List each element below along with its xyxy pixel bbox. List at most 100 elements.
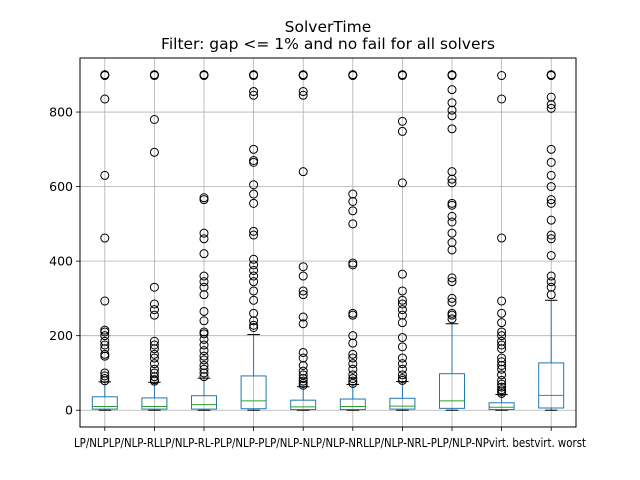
- outlier-point: [447, 238, 457, 247]
- y-tick-label: 800: [49, 105, 73, 120]
- outlier-point: [447, 70, 457, 80]
- outlier-point: [447, 228, 457, 238]
- y-tick-label: 600: [49, 179, 73, 194]
- plot-frame: [79, 57, 577, 428]
- outlier-point: [497, 296, 507, 306]
- outlier-point: [348, 376, 358, 386]
- outlier-point: [447, 308, 457, 318]
- outlier-point: [397, 370, 407, 380]
- outlier-point: [249, 322, 259, 332]
- outlier-point: [397, 178, 407, 188]
- outlier-point: [298, 319, 308, 329]
- outlier-point: [199, 368, 209, 378]
- outlier-point: [149, 368, 159, 378]
- outlier-point: [149, 147, 159, 157]
- outlier-point: [249, 180, 259, 190]
- outlier-point: [298, 353, 308, 363]
- box: [91, 396, 118, 410]
- outlier-point: [447, 198, 457, 208]
- box: [488, 402, 515, 410]
- outlier-point: [149, 115, 159, 124]
- outlier-point: [397, 126, 407, 136]
- outlier-point: [447, 293, 457, 303]
- box: [191, 395, 217, 410]
- outlier-point: [546, 290, 556, 300]
- outlier-point: [298, 262, 308, 272]
- outlier-point: [149, 340, 159, 350]
- outlier-point: [447, 277, 457, 287]
- outlier-point: [100, 70, 110, 80]
- outlier-point: [100, 374, 110, 384]
- outlier-point: [199, 282, 209, 292]
- outlier-point: [497, 357, 507, 367]
- outlier-point: [497, 336, 507, 346]
- outlier-point: [249, 198, 259, 208]
- outlier-point: [100, 340, 110, 350]
- outlier-point: [249, 156, 259, 165]
- outlier-point: [298, 286, 308, 296]
- outlier-point: [298, 366, 308, 376]
- outlier-point: [100, 170, 110, 180]
- outlier-point: [249, 90, 259, 100]
- outlier-point: [149, 359, 159, 369]
- outlier-point: [100, 349, 110, 359]
- outlier-point: [298, 361, 308, 370]
- plot-layer: [91, 70, 565, 411]
- outlier-point: [249, 277, 259, 287]
- outlier-point: [100, 368, 110, 378]
- outlier-point: [149, 282, 159, 292]
- x-axis: LP/NLPLP/NLP-RLLP/NLP-RL-PLP/NLP-PLP/NLP…: [74, 427, 586, 450]
- outlier-point: [447, 217, 457, 227]
- y-tick-label: 400: [49, 254, 73, 269]
- outlier-point: [546, 92, 556, 102]
- outlier-point: [100, 94, 110, 104]
- outlier-point: [348, 359, 358, 369]
- outlier-point: [348, 70, 358, 80]
- box: [389, 397, 416, 410]
- outlier-point: [100, 331, 110, 341]
- outlier-point: [100, 371, 110, 381]
- outlier-point: [497, 340, 507, 350]
- outlier-point: [100, 296, 110, 306]
- outlier-point: [447, 314, 457, 324]
- chart-subtitle: Filter: gap <= 1% and no fail for all so…: [161, 35, 495, 53]
- outlier-point: [249, 295, 259, 305]
- outlier-point: [397, 286, 407, 296]
- outlier-point: [199, 340, 209, 350]
- outlier-point: [149, 310, 159, 320]
- outlier-point: [298, 290, 308, 300]
- outlier-point: [497, 308, 507, 318]
- outlier-point: [546, 182, 556, 192]
- outlier-point: [199, 306, 209, 316]
- outlier-point: [199, 372, 209, 382]
- outlier-point: [546, 100, 556, 110]
- outlier-point: [100, 336, 110, 346]
- y-axis: 0 200 400 600 800: [49, 105, 80, 418]
- outlier-point: [546, 144, 556, 154]
- outlier-point: [546, 195, 556, 205]
- outlier-point: [298, 370, 308, 380]
- outlier-point: [149, 349, 159, 359]
- outlier-point: [149, 375, 159, 385]
- outlier-point: [447, 167, 457, 177]
- outlier-point: [199, 234, 209, 244]
- outlier-point: [199, 70, 209, 80]
- outlier-point: [199, 351, 209, 361]
- outlier-point: [447, 174, 457, 184]
- outlier-point: [249, 70, 259, 80]
- outlier-point: [298, 90, 308, 100]
- box: [290, 399, 317, 410]
- outlier-point: [199, 228, 209, 238]
- outlier-point: [348, 331, 358, 341]
- outlier-point: [397, 374, 407, 384]
- outlier-point: [249, 286, 259, 296]
- outlier-point: [348, 338, 358, 348]
- outlier-point: [497, 364, 507, 374]
- outlier-point: [149, 305, 159, 315]
- outlier-point: [298, 374, 308, 384]
- outlier-point: [497, 344, 507, 354]
- outlier-point: [348, 308, 358, 318]
- outlier-point: [497, 375, 507, 385]
- outlier-point: [298, 347, 308, 357]
- outlier-point: [199, 316, 209, 326]
